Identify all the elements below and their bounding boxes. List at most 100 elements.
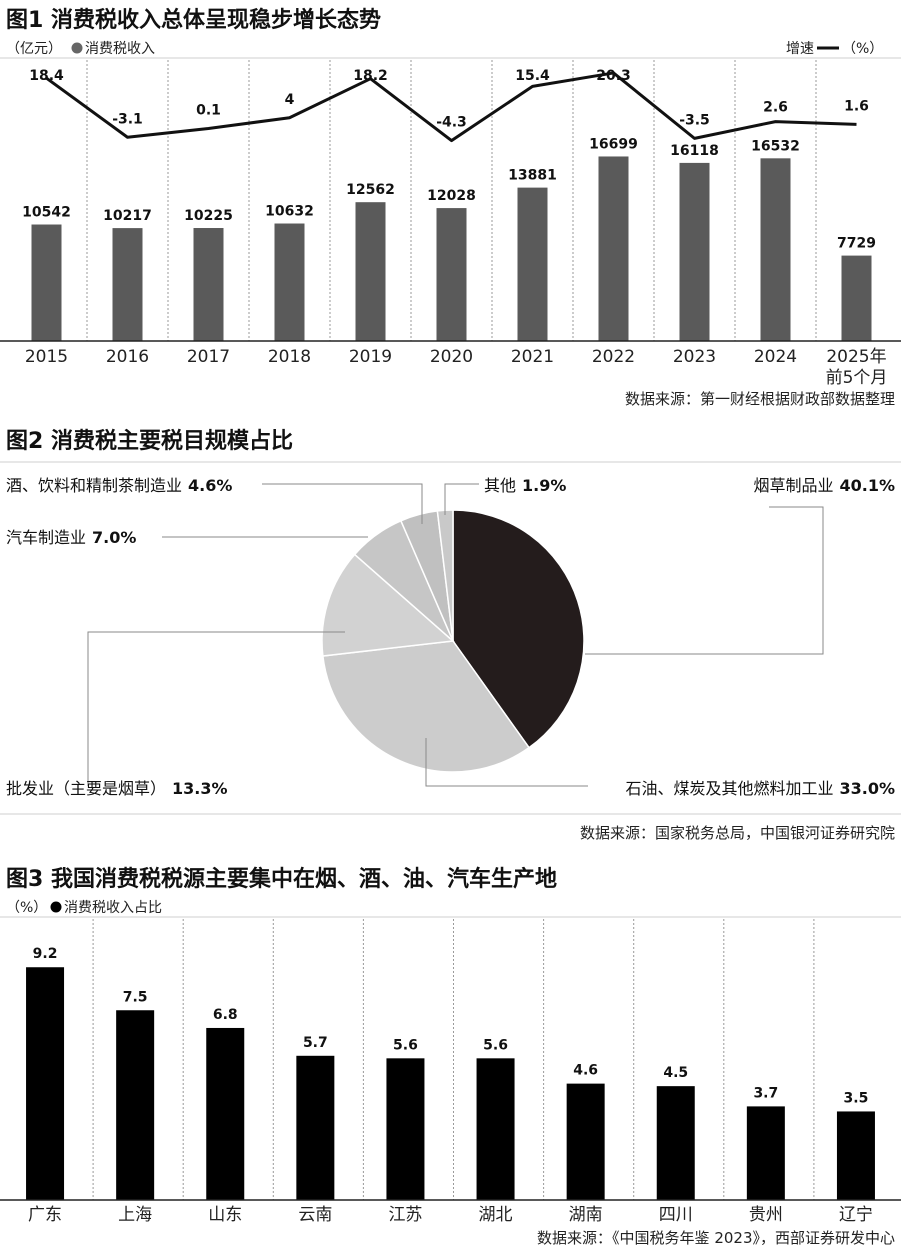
fig1-x-tick: 2024 xyxy=(754,347,797,367)
fig1-bar xyxy=(274,223,305,341)
fig1-bar xyxy=(517,187,548,341)
fig3-bar-value: 4.6 xyxy=(573,1063,598,1079)
fig1-bar xyxy=(841,255,872,341)
fig2-label-1: 石油、煤炭及其他燃料加工业 33.0% xyxy=(625,779,895,798)
fig3-bar xyxy=(836,1111,875,1200)
fig1-bar-legend: 消费税收入 xyxy=(85,41,155,57)
fig3-bar-value: 3.5 xyxy=(844,1090,869,1106)
fig1-growth-value: -3.5 xyxy=(679,112,710,128)
fig3-bar xyxy=(746,1106,785,1200)
fig2-slice-name: 批发业（主要是烟草） xyxy=(6,779,166,798)
fig1-x-tick: 2018 xyxy=(268,347,311,367)
fig1-x-tick: 2023 xyxy=(673,347,716,367)
fig3-x-tick: 湖北 xyxy=(479,1205,513,1225)
fig3-x-tick-labels: 广东 上海 山东 云南 江苏 湖北 湖南 四川 贵州 辽宁 xyxy=(28,1205,873,1225)
fig2-slice-name: 酒、饮料和精制茶制造业 xyxy=(6,476,182,495)
fig3-bar xyxy=(206,1027,245,1200)
fig1-x-tick: 2022 xyxy=(592,347,635,367)
figure3: 图3 我国消费税税源主要集中在烟、酒、油、汽车生产地 （%） 消费税收入占比 9… xyxy=(0,866,901,1247)
fig1-line-legend: 增速 xyxy=(786,41,814,57)
fig1-x-tick: 2021 xyxy=(511,347,554,367)
fig1-bar xyxy=(436,208,467,341)
fig3-bar xyxy=(26,967,65,1200)
fig2-slice-name: 其他 xyxy=(484,476,516,495)
fig1-unit: （亿元） xyxy=(6,41,62,57)
fig3-unit: （%） xyxy=(6,900,47,916)
fig1-x-tick-labels: 2015 2016 2017 2018 2019 2020 2021 2022 2023 2024… xyxy=(25,347,888,388)
svg-text:批发业（主要是烟草）13.3%: 批发业（主要是烟草） 13.3% xyxy=(6,779,228,798)
svg-text:其他1.9%: 其他 1.9% xyxy=(484,476,566,495)
fig1-growth-value: 20.3 xyxy=(596,68,631,84)
fig1-line-unit: （%） xyxy=(842,41,883,57)
fig3-bar-value: 9.2 xyxy=(33,946,58,962)
fig3-legend: 消费税收入占比 xyxy=(64,900,162,916)
fig2-title: 图2 消费税主要税目规模占比 xyxy=(6,428,293,454)
fig1-growth-value: -3.1 xyxy=(112,111,143,127)
fig3-bar-value: 3.7 xyxy=(753,1085,778,1101)
fig1-growth-value: 15.4 xyxy=(515,68,550,84)
fig3-legend-marker xyxy=(50,901,62,913)
fig3-bar-labels: 9.2 7.5 6.8 5.7 5.6 5.6 4.6 4.5 3.7 3.5 xyxy=(33,946,869,1106)
fig3-bar-value: 5.6 xyxy=(393,1037,418,1053)
fig3-x-tick: 山东 xyxy=(208,1205,242,1225)
fig1-growth-value: 4 xyxy=(285,92,295,108)
fig1-x-tick: 前5个月 xyxy=(826,368,888,388)
fig3-bar-value: 6.8 xyxy=(213,1007,238,1023)
fig1-growth-value: 18.4 xyxy=(29,68,64,84)
fig1-growth-value: 18.2 xyxy=(353,68,388,84)
fig1-x-tick: 2016 xyxy=(106,347,149,367)
fig3-source: 数据来源：《中国税务年鉴 2023》，西部证券研发中心 xyxy=(537,1229,895,1247)
fig2-source: 数据来源：国家税务总局，中国银河证券研究院 xyxy=(580,824,895,842)
fig3-title: 图3 我国消费税税源主要集中在烟、酒、油、汽车生产地 xyxy=(6,866,557,892)
fig1-gridlines xyxy=(86,60,817,341)
fig2-pie-slice xyxy=(322,640,531,773)
fig1-bar-value: 13881 xyxy=(508,168,557,184)
fig3-bar xyxy=(656,1086,695,1200)
fig3-x-tick: 辽宁 xyxy=(839,1205,873,1225)
fig1-bar-value: 10225 xyxy=(184,208,233,224)
fig2-label-2: 批发业（主要是烟草） 13.3% xyxy=(6,779,228,798)
fig1-bar xyxy=(193,228,224,341)
fig1-bar xyxy=(598,156,629,341)
fig1-x-tick: 2025年 xyxy=(826,347,886,367)
fig1-bar-value: 16118 xyxy=(670,143,719,159)
fig3-bar xyxy=(476,1058,515,1200)
fig2-slice-name: 汽车制造业 xyxy=(6,528,86,547)
fig2-slice-name: 石油、煤炭及其他燃料加工业 xyxy=(625,779,833,798)
fig2-slice-value: 7.0% xyxy=(92,528,136,547)
fig1-bar-value: 16532 xyxy=(751,138,800,154)
fig1-bar-value: 7729 xyxy=(837,236,876,252)
fig3-bar xyxy=(296,1055,335,1200)
fig2-label-4: 酒、饮料和精制茶制造业 4.6% xyxy=(6,476,232,495)
fig3-bar-value: 4.5 xyxy=(663,1065,688,1081)
fig2-pie-slice xyxy=(321,553,455,657)
fig1-x-tick: 2020 xyxy=(430,347,473,367)
fig1-bar-value: 16699 xyxy=(589,136,638,152)
fig3-bars xyxy=(26,967,875,1200)
fig2-slice-value: 40.1% xyxy=(839,476,895,495)
fig3-bar xyxy=(566,1083,605,1200)
fig3-x-tick: 上海 xyxy=(118,1205,152,1225)
fig1-growth-value: 0.1 xyxy=(196,102,221,118)
fig1-x-tick: 2015 xyxy=(25,347,68,367)
fig1-x-tick: 2019 xyxy=(349,347,392,367)
figure2: 图2 消费税主要税目规模占比 烟草制品业 40.1% 石油、煤炭及其他燃料加工业 3… xyxy=(0,428,901,842)
fig1-bar-value: 10632 xyxy=(265,204,314,220)
fig3-x-tick: 四川 xyxy=(659,1205,693,1225)
fig2-slice-value: 33.0% xyxy=(839,779,895,798)
fig1-bar xyxy=(112,228,143,341)
fig1-growth-value: 1.6 xyxy=(844,98,869,114)
fig2-label-3: 汽车制造业 7.0% xyxy=(6,528,136,547)
fig2-label-0: 烟草制品业 40.1% xyxy=(753,476,895,495)
fig3-gridlines xyxy=(92,919,815,1200)
fig1-bar-value: 12028 xyxy=(427,188,476,204)
fig3-bar-value: 5.7 xyxy=(303,1035,328,1051)
fig1-x-tick: 2017 xyxy=(187,347,230,367)
fig3-bar-value: 7.5 xyxy=(123,989,148,1005)
fig1-bar-value: 10217 xyxy=(103,208,152,224)
